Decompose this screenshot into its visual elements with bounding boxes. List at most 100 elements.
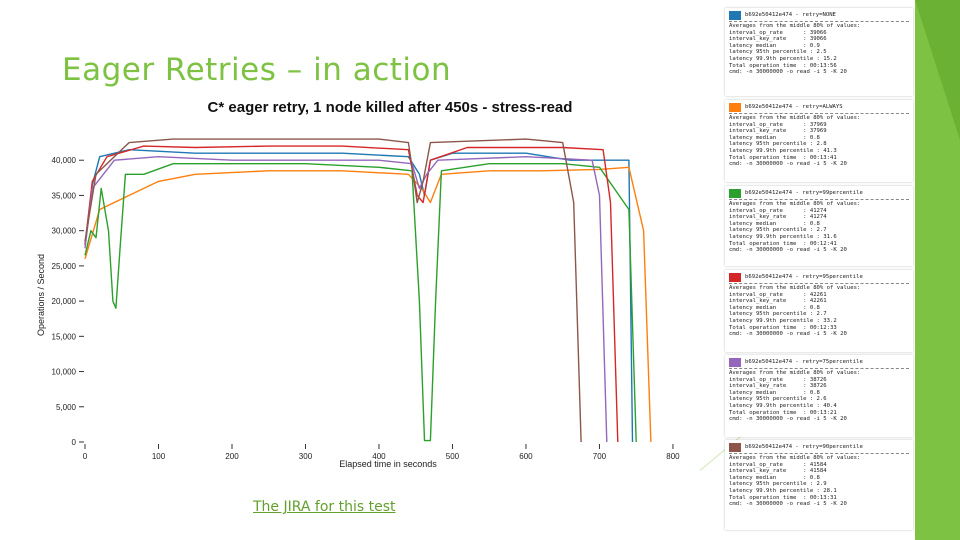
console-line: latency 95th percentile : 2.7 (729, 227, 827, 234)
console-line: Total operation time : 00:13:41 (729, 154, 837, 161)
console-header: b692e50412e474 - retry=NONE (729, 11, 909, 20)
console-output-panel: b692e50412e474 - retry=90percentile Avera… (725, 440, 913, 530)
console-line: Averages from the middle 80% of values: (729, 201, 861, 207)
console-heading: b692e50412e474 - retry=75percentile (745, 359, 863, 366)
series-line (84, 138, 582, 443)
console-line: latency median : 0.8 (729, 134, 820, 141)
console-line: latency 99.9th percentile : 28.1 (729, 487, 837, 494)
series-color-swatch (729, 358, 741, 367)
console-heading: b692e50412e474 - retry=99percentile (745, 190, 863, 197)
console-line: interval_op_rate : 39066 (729, 29, 827, 36)
console-line: latency 99.9th percentile : 40.4 (729, 402, 837, 409)
x-tick-label: 200 (225, 452, 239, 461)
x-tick-label: 600 (519, 452, 533, 461)
series-color-swatch (729, 189, 741, 198)
console-line: Averages from the middle 80% of values: (729, 285, 861, 291)
console-separator (729, 283, 909, 284)
line-chart: C* eager retry, 1 node killed after 450s… (36, 99, 681, 469)
y-tick-label: 35,000 (52, 191, 77, 200)
console-heading: b692e50412e474 - retry=NONE (745, 12, 836, 19)
console-line: Averages from the middle 80% of values: (729, 115, 861, 121)
console-line: latency median : 0.8 (729, 474, 820, 481)
series-color-swatch (729, 103, 741, 112)
console-output-panel: b692e50412e474 - retry=99percentile Avera… (725, 186, 913, 266)
console-line: Averages from the middle 80% of values: (729, 23, 861, 29)
console-line: cmd: -n 30000000 -o read -i 5 -K 20 (729, 247, 847, 254)
x-tick-label: 700 (593, 452, 607, 461)
x-tick-label: 300 (299, 452, 313, 461)
series-line (84, 166, 652, 443)
console-header: b692e50412e474 - retry=ALWAYS (729, 103, 909, 112)
console-line: interval_key_rate : 39066 (729, 36, 827, 43)
console-line: interval_op_rate : 38726 (729, 376, 827, 383)
x-tick-label: 800 (666, 452, 680, 461)
console-separator (729, 199, 909, 200)
console-line: latency median : 0.9 (729, 42, 820, 49)
y-tick-label: 40,000 (52, 156, 77, 165)
console-line: cmd: -n 30000000 -o read -i 5 -K 20 (729, 161, 847, 168)
jira-link[interactable]: The JIRA for this test (253, 499, 396, 515)
y-tick-label: 0 (72, 438, 77, 447)
console-line: interval_key_rate : 37969 (729, 128, 827, 135)
y-axis-label: Operations / Second (36, 254, 46, 336)
console-line: cmd: -n 30000000 -o read -i 5 -K 20 (729, 69, 847, 76)
y-tick-label: 25,000 (52, 262, 77, 271)
console-line: latency 95th percentile : 2.5 (729, 49, 827, 56)
chart-axes: 0 5,000 10,000 15,000 20,000 25,000 30,000 35,0… (52, 156, 681, 461)
console-line: latency 99.9th percentile : 33.2 (729, 317, 837, 324)
y-tick-label: 10,000 (52, 368, 77, 377)
series-line (84, 145, 619, 443)
x-axis-label: Elapsed time in seconds (339, 459, 437, 469)
chart-title: C* eager retry, 1 node killed after 450s… (208, 99, 573, 116)
console-line: interval_key_rate : 41584 (729, 468, 827, 475)
console-line: cmd: -n 30000000 -o read -i 5 -K 20 (729, 501, 847, 508)
console-line: interval_op_rate : 37969 (729, 121, 827, 128)
console-separator (729, 21, 909, 22)
console-header: b692e50412e474 - retry=95percentile (729, 273, 909, 282)
console-header: b692e50412e474 - retry=90percentile (729, 443, 909, 452)
console-line: latency 95th percentile : 2.8 (729, 141, 827, 148)
console-line: Total operation time : 00:13:31 (729, 494, 837, 501)
console-line: interval_op_rate : 41274 (729, 207, 827, 214)
console-line: latency median : 0.8 (729, 389, 820, 396)
console-line: latency 99.9th percentile : 15.2 (729, 55, 837, 62)
series-color-swatch (729, 443, 741, 452)
console-separator (729, 113, 909, 114)
console-heading: b692e50412e474 - retry=ALWAYS (745, 104, 843, 111)
console-output-panel: b692e50412e474 - retry=75percentile Avera… (725, 355, 913, 437)
series-line (84, 156, 608, 443)
console-line: interval_key_rate : 41274 (729, 214, 827, 221)
console-output-panel: b692e50412e474 - retry=ALWAYS Averages fr… (725, 100, 913, 182)
console-line: latency 99.9th percentile : 31.6 (729, 233, 837, 240)
console-line: Averages from the middle 80% of values: (729, 370, 861, 376)
x-tick-label: 100 (152, 452, 166, 461)
console-line: cmd: -n 30000000 -o read -i 5 -K 20 (729, 331, 847, 338)
console-line: latency median : 0.8 (729, 304, 820, 311)
console-heading: b692e50412e474 - retry=95percentile (745, 274, 863, 281)
console-line: interval_op_rate : 41584 (729, 461, 827, 468)
console-separator (729, 453, 909, 454)
console-output-panel: b692e50412e474 - retry=95percentile Avera… (725, 270, 913, 352)
y-tick-label: 5,000 (56, 403, 77, 412)
console-output-panel: b692e50412e474 - retry=NONE Averages from… (725, 8, 913, 96)
stress-output-panels: b692e50412e474 - retry=NONE Averages from… (725, 8, 915, 538)
console-line: interval_key_rate : 38726 (729, 383, 827, 390)
x-tick-label: 500 (446, 452, 460, 461)
series-line (84, 149, 634, 443)
console-line: latency 95th percentile : 2.7 (729, 311, 827, 318)
console-header: b692e50412e474 - retry=75percentile (729, 358, 909, 367)
console-line: Averages from the middle 80% of values: (729, 455, 861, 461)
x-tick-label: 400 (372, 452, 386, 461)
series-color-swatch (729, 11, 741, 20)
console-line: interval_op_rate : 42261 (729, 291, 827, 298)
console-separator (729, 368, 909, 369)
series-line (84, 163, 637, 443)
decorative-accent-triangle (915, 0, 960, 140)
console-line: latency median : 0.8 (729, 220, 820, 227)
console-line: latency 95th percentile : 2.6 (729, 396, 827, 403)
console-line: Total operation time : 00:13:56 (729, 62, 837, 69)
console-line: cmd: -n 30000000 -o read -i 5 -K 20 (729, 416, 847, 423)
console-line: latency 99.9th percentile : 41.3 (729, 147, 837, 154)
console-line: Total operation time : 00:13:21 (729, 409, 837, 416)
series-color-swatch (729, 273, 741, 282)
